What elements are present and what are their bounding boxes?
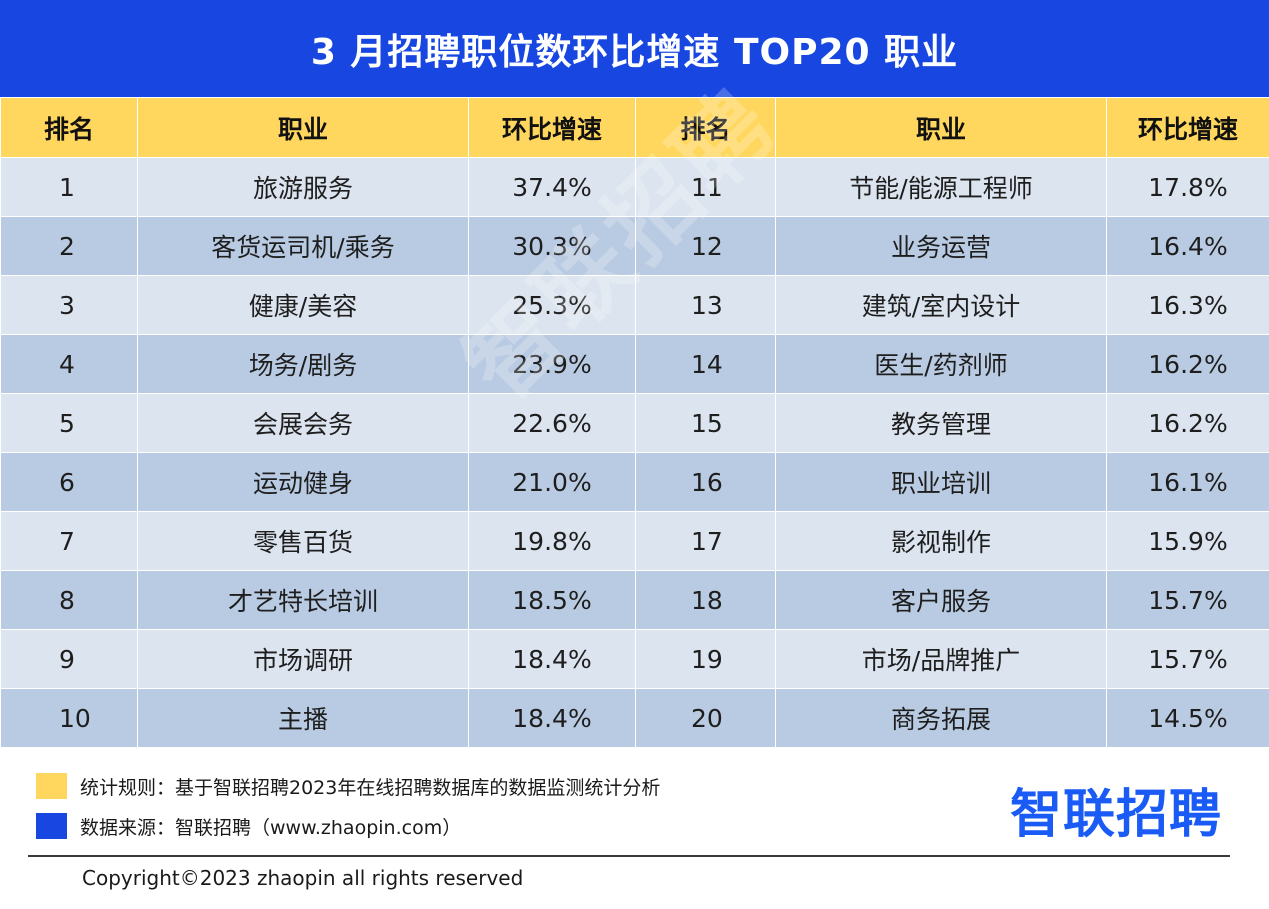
rank-cell: 12 — [635, 216, 776, 276]
rank-cell: 20 — [635, 688, 776, 748]
rank-cell: 2 — [0, 216, 138, 276]
growth-cell: 18.4% — [468, 688, 636, 748]
header-growth-left: 环比增速 — [468, 97, 636, 158]
header-job-left: 职业 — [137, 97, 469, 158]
table-row: 1 旅游服务 37.4% 11 节能/能源工程师 17.8% — [0, 157, 1269, 217]
yellow-legend-square — [36, 773, 67, 799]
copyright-text: Copyright©2023 zhaopin all rights reserv… — [82, 866, 524, 890]
rank-cell: 1 — [0, 157, 138, 217]
job-cell: 市场调研 — [137, 629, 469, 689]
note-rule: 统计规则：基于智联招聘2023年在线招聘数据库的数据监测统计分析 — [36, 772, 660, 800]
title-bar: 3 月招聘职位数环比增速 TOP20 职业 — [0, 0, 1269, 97]
rank-cell: 9 — [0, 629, 138, 689]
page-title: 3 月招聘职位数环比增速 TOP20 职业 — [310, 31, 959, 73]
table-row: 10 主播 18.4% 20 商务拓展 14.5% — [0, 688, 1269, 748]
rank-cell: 15 — [635, 393, 776, 453]
growth-cell: 18.4% — [468, 629, 636, 689]
growth-cell: 25.3% — [468, 275, 636, 335]
job-cell: 市场/品牌推广 — [775, 629, 1107, 689]
header-job-right: 职业 — [775, 97, 1107, 158]
growth-cell: 17.8% — [1106, 157, 1269, 217]
job-cell: 旅游服务 — [137, 157, 469, 217]
rank-cell: 14 — [635, 334, 776, 394]
note-source: 数据来源：智联招聘（www.zhaopin.com） — [36, 812, 660, 840]
rank-cell: 6 — [0, 452, 138, 512]
rank-cell: 17 — [635, 511, 776, 571]
header-rank-right: 排名 — [635, 97, 776, 158]
rank-cell: 19 — [635, 629, 776, 689]
rank-cell: 10 — [0, 688, 138, 748]
growth-cell: 16.4% — [1106, 216, 1269, 276]
header-rank-left: 排名 — [0, 97, 138, 158]
growth-cell: 15.9% — [1106, 511, 1269, 571]
job-cell: 教务管理 — [775, 393, 1107, 453]
growth-cell: 14.5% — [1106, 688, 1269, 748]
table-row: 6 运动健身 21.0% 16 职业培训 16.1% — [0, 452, 1269, 512]
table-row: 7 零售百货 19.8% 17 影视制作 15.9% — [0, 511, 1269, 571]
rank-cell: 16 — [635, 452, 776, 512]
growth-cell: 15.7% — [1106, 570, 1269, 630]
job-cell: 节能/能源工程师 — [775, 157, 1107, 217]
rank-cell: 5 — [0, 393, 138, 453]
footer-divider — [28, 855, 1230, 857]
rank-cell: 3 — [0, 275, 138, 335]
job-cell: 场务/剧务 — [137, 334, 469, 394]
footnotes: 统计规则：基于智联招聘2023年在线招聘数据库的数据监测统计分析 数据来源：智联… — [36, 772, 660, 852]
growth-cell: 30.3% — [468, 216, 636, 276]
rank-cell: 8 — [0, 570, 138, 630]
growth-cell: 16.3% — [1106, 275, 1269, 335]
job-cell: 健康/美容 — [137, 275, 469, 335]
table-row: 2 客货运司机/乘务 30.3% 12 业务运营 16.4% — [0, 216, 1269, 276]
growth-cell: 23.9% — [468, 334, 636, 394]
growth-cell: 19.8% — [468, 511, 636, 571]
source-text: 数据来源：智联招聘（www.zhaopin.com） — [80, 816, 462, 839]
table-row: 4 场务/剧务 23.9% 14 医生/药剂师 16.2% — [0, 334, 1269, 394]
job-cell: 职业培训 — [775, 452, 1107, 512]
growth-cell: 22.6% — [468, 393, 636, 453]
zhaopin-logo: 智联招聘 — [1010, 785, 1223, 845]
job-cell: 零售百货 — [137, 511, 469, 571]
job-cell: 商务拓展 — [775, 688, 1107, 748]
job-cell: 医生/药剂师 — [775, 334, 1107, 394]
table-row: 8 才艺特长培训 18.5% 18 客户服务 15.7% — [0, 570, 1269, 630]
table-row: 5 会展会务 22.6% 15 教务管理 16.2% — [0, 393, 1269, 453]
blue-legend-square — [36, 813, 67, 839]
ranking-table: 排名 职业 环比增速 排名 职业 环比增速 1 旅游服务 37.4% 11 节能… — [0, 97, 1269, 748]
growth-cell: 16.2% — [1106, 334, 1269, 394]
job-cell: 会展会务 — [137, 393, 469, 453]
growth-cell: 18.5% — [468, 570, 636, 630]
job-cell: 运动健身 — [137, 452, 469, 512]
rank-cell: 13 — [635, 275, 776, 335]
header-growth-right: 环比增速 — [1106, 97, 1269, 158]
job-cell: 客货运司机/乘务 — [137, 216, 469, 276]
rank-cell: 7 — [0, 511, 138, 571]
rank-cell: 18 — [635, 570, 776, 630]
table-row: 9 市场调研 18.4% 19 市场/品牌推广 15.7% — [0, 629, 1269, 689]
job-cell: 才艺特长培训 — [137, 570, 469, 630]
growth-cell: 15.7% — [1106, 629, 1269, 689]
rank-cell: 11 — [635, 157, 776, 217]
growth-cell: 37.4% — [468, 157, 636, 217]
rank-cell: 4 — [0, 334, 138, 394]
table-header-row: 排名 职业 环比增速 排名 职业 环比增速 — [0, 97, 1269, 158]
job-cell: 建筑/室内设计 — [775, 275, 1107, 335]
growth-cell: 21.0% — [468, 452, 636, 512]
job-cell: 客户服务 — [775, 570, 1107, 630]
rule-text: 统计规则：基于智联招聘2023年在线招聘数据库的数据监测统计分析 — [80, 776, 661, 799]
job-cell: 业务运营 — [775, 216, 1107, 276]
table-row: 3 健康/美容 25.3% 13 建筑/室内设计 16.3% — [0, 275, 1269, 335]
growth-cell: 16.2% — [1106, 393, 1269, 453]
job-cell: 影视制作 — [775, 511, 1107, 571]
job-cell: 主播 — [137, 688, 469, 748]
growth-cell: 16.1% — [1106, 452, 1269, 512]
